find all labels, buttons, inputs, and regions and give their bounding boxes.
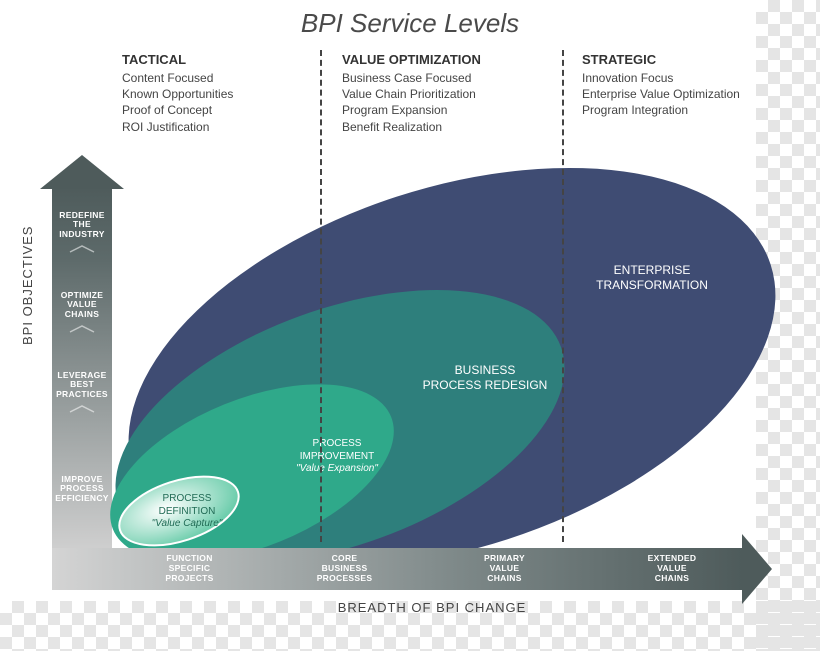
column-line: ROI Justification <box>122 119 292 135</box>
x-stage-2: PRIMARYVALUECHAINS <box>432 548 577 590</box>
x-stage-0: FUNCTIONSPECIFICPROJECTS <box>122 548 257 590</box>
x-axis-label: BREADTH OF BPI CHANGE <box>112 600 752 615</box>
column-line: Value Chain Prioritization <box>342 86 542 102</box>
column-line: Innovation Focus <box>582 70 782 86</box>
chevron-up-icon <box>54 244 110 254</box>
chart-title: BPI Service Levels <box>0 8 820 39</box>
section-divider-1 <box>562 50 564 542</box>
column-line: Content Focused <box>122 70 292 86</box>
chevron-up-icon <box>54 404 110 414</box>
column-line: Known Opportunities <box>122 86 292 102</box>
y-axis-label: BPI OBJECTIVES <box>20 226 35 345</box>
ellipse-plot: ENTERPRISE TRANSFORMATION BUSINESS PROCES… <box>112 153 760 548</box>
x-axis-arrow: FUNCTIONSPECIFICPROJECTS COREBUSINESSPROC… <box>52 548 772 590</box>
chevron-up-icon <box>54 324 110 334</box>
column-line: Benefit Realization <box>342 119 542 135</box>
column-strategic: STRATEGIC Innovation FocusEnterprise Valu… <box>582 52 782 119</box>
x-stage-1: COREBUSINESSPROCESSES <box>277 548 412 590</box>
column-value-optimization: VALUE OPTIMIZATION Business Case FocusedV… <box>342 52 542 135</box>
x-arrow-head-icon <box>742 534 772 604</box>
column-line: Enterprise Value Optimization <box>582 86 782 102</box>
column-title: VALUE OPTIMIZATION <box>342 52 542 67</box>
column-tactical: TACTICAL Content FocusedKnown Opportuniti… <box>122 52 292 135</box>
chart-area: BPI OBJECTIVES REDEFINETHEINDUSTRYOPTIMI… <box>30 50 790 605</box>
ellipse-label-business-process-redesign: BUSINESS PROCESS REDESIGN <box>400 363 570 393</box>
ellipse-svg <box>112 153 760 548</box>
y-stage-2: LEVERAGEBESTPRACTICES <box>52 365 112 420</box>
column-line: Program Expansion <box>342 102 542 118</box>
y-stage-3: IMPROVEPROCESSEFFICIENCY <box>52 469 112 510</box>
column-line: Program Integration <box>582 102 782 118</box>
column-title: STRATEGIC <box>582 52 782 67</box>
y-stage-0: REDEFINETHEINDUSTRY <box>52 205 112 260</box>
ellipse-label-process-definition: PROCESS DEFINITION"Value Capture" <box>142 493 232 531</box>
ellipse-label-process-improvement: PROCESS IMPROVEMENT"Value Expansion" <box>267 438 407 476</box>
column-line: Business Case Focused <box>342 70 542 86</box>
ellipse-label-enterprise-transformation: ENTERPRISE TRANSFORMATION <box>567 263 737 293</box>
section-divider-0 <box>320 50 322 542</box>
x-stage-3: EXTENDEDVALUECHAINS <box>602 548 742 590</box>
column-title: TACTICAL <box>122 52 292 67</box>
y-stage-1: OPTIMIZEVALUECHAINS <box>52 285 112 340</box>
column-line: Proof of Concept <box>122 102 292 118</box>
y-axis-arrow: REDEFINETHEINDUSTRY OPTIMIZEVALUECHAINS LE… <box>52 155 112 550</box>
